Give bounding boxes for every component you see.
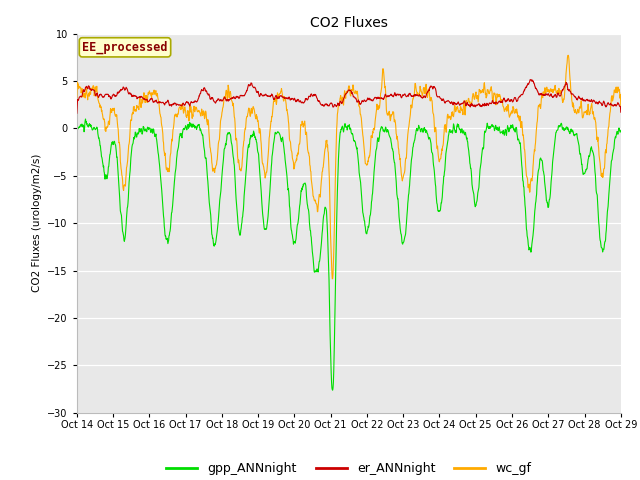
Text: EE_processed: EE_processed — [82, 41, 168, 54]
Legend: gpp_ANNnight, er_ANNnight, wc_gf: gpp_ANNnight, er_ANNnight, wc_gf — [161, 457, 536, 480]
Title: CO2 Fluxes: CO2 Fluxes — [310, 16, 388, 30]
Y-axis label: CO2 Fluxes (urology/m2/s): CO2 Fluxes (urology/m2/s) — [31, 154, 42, 292]
